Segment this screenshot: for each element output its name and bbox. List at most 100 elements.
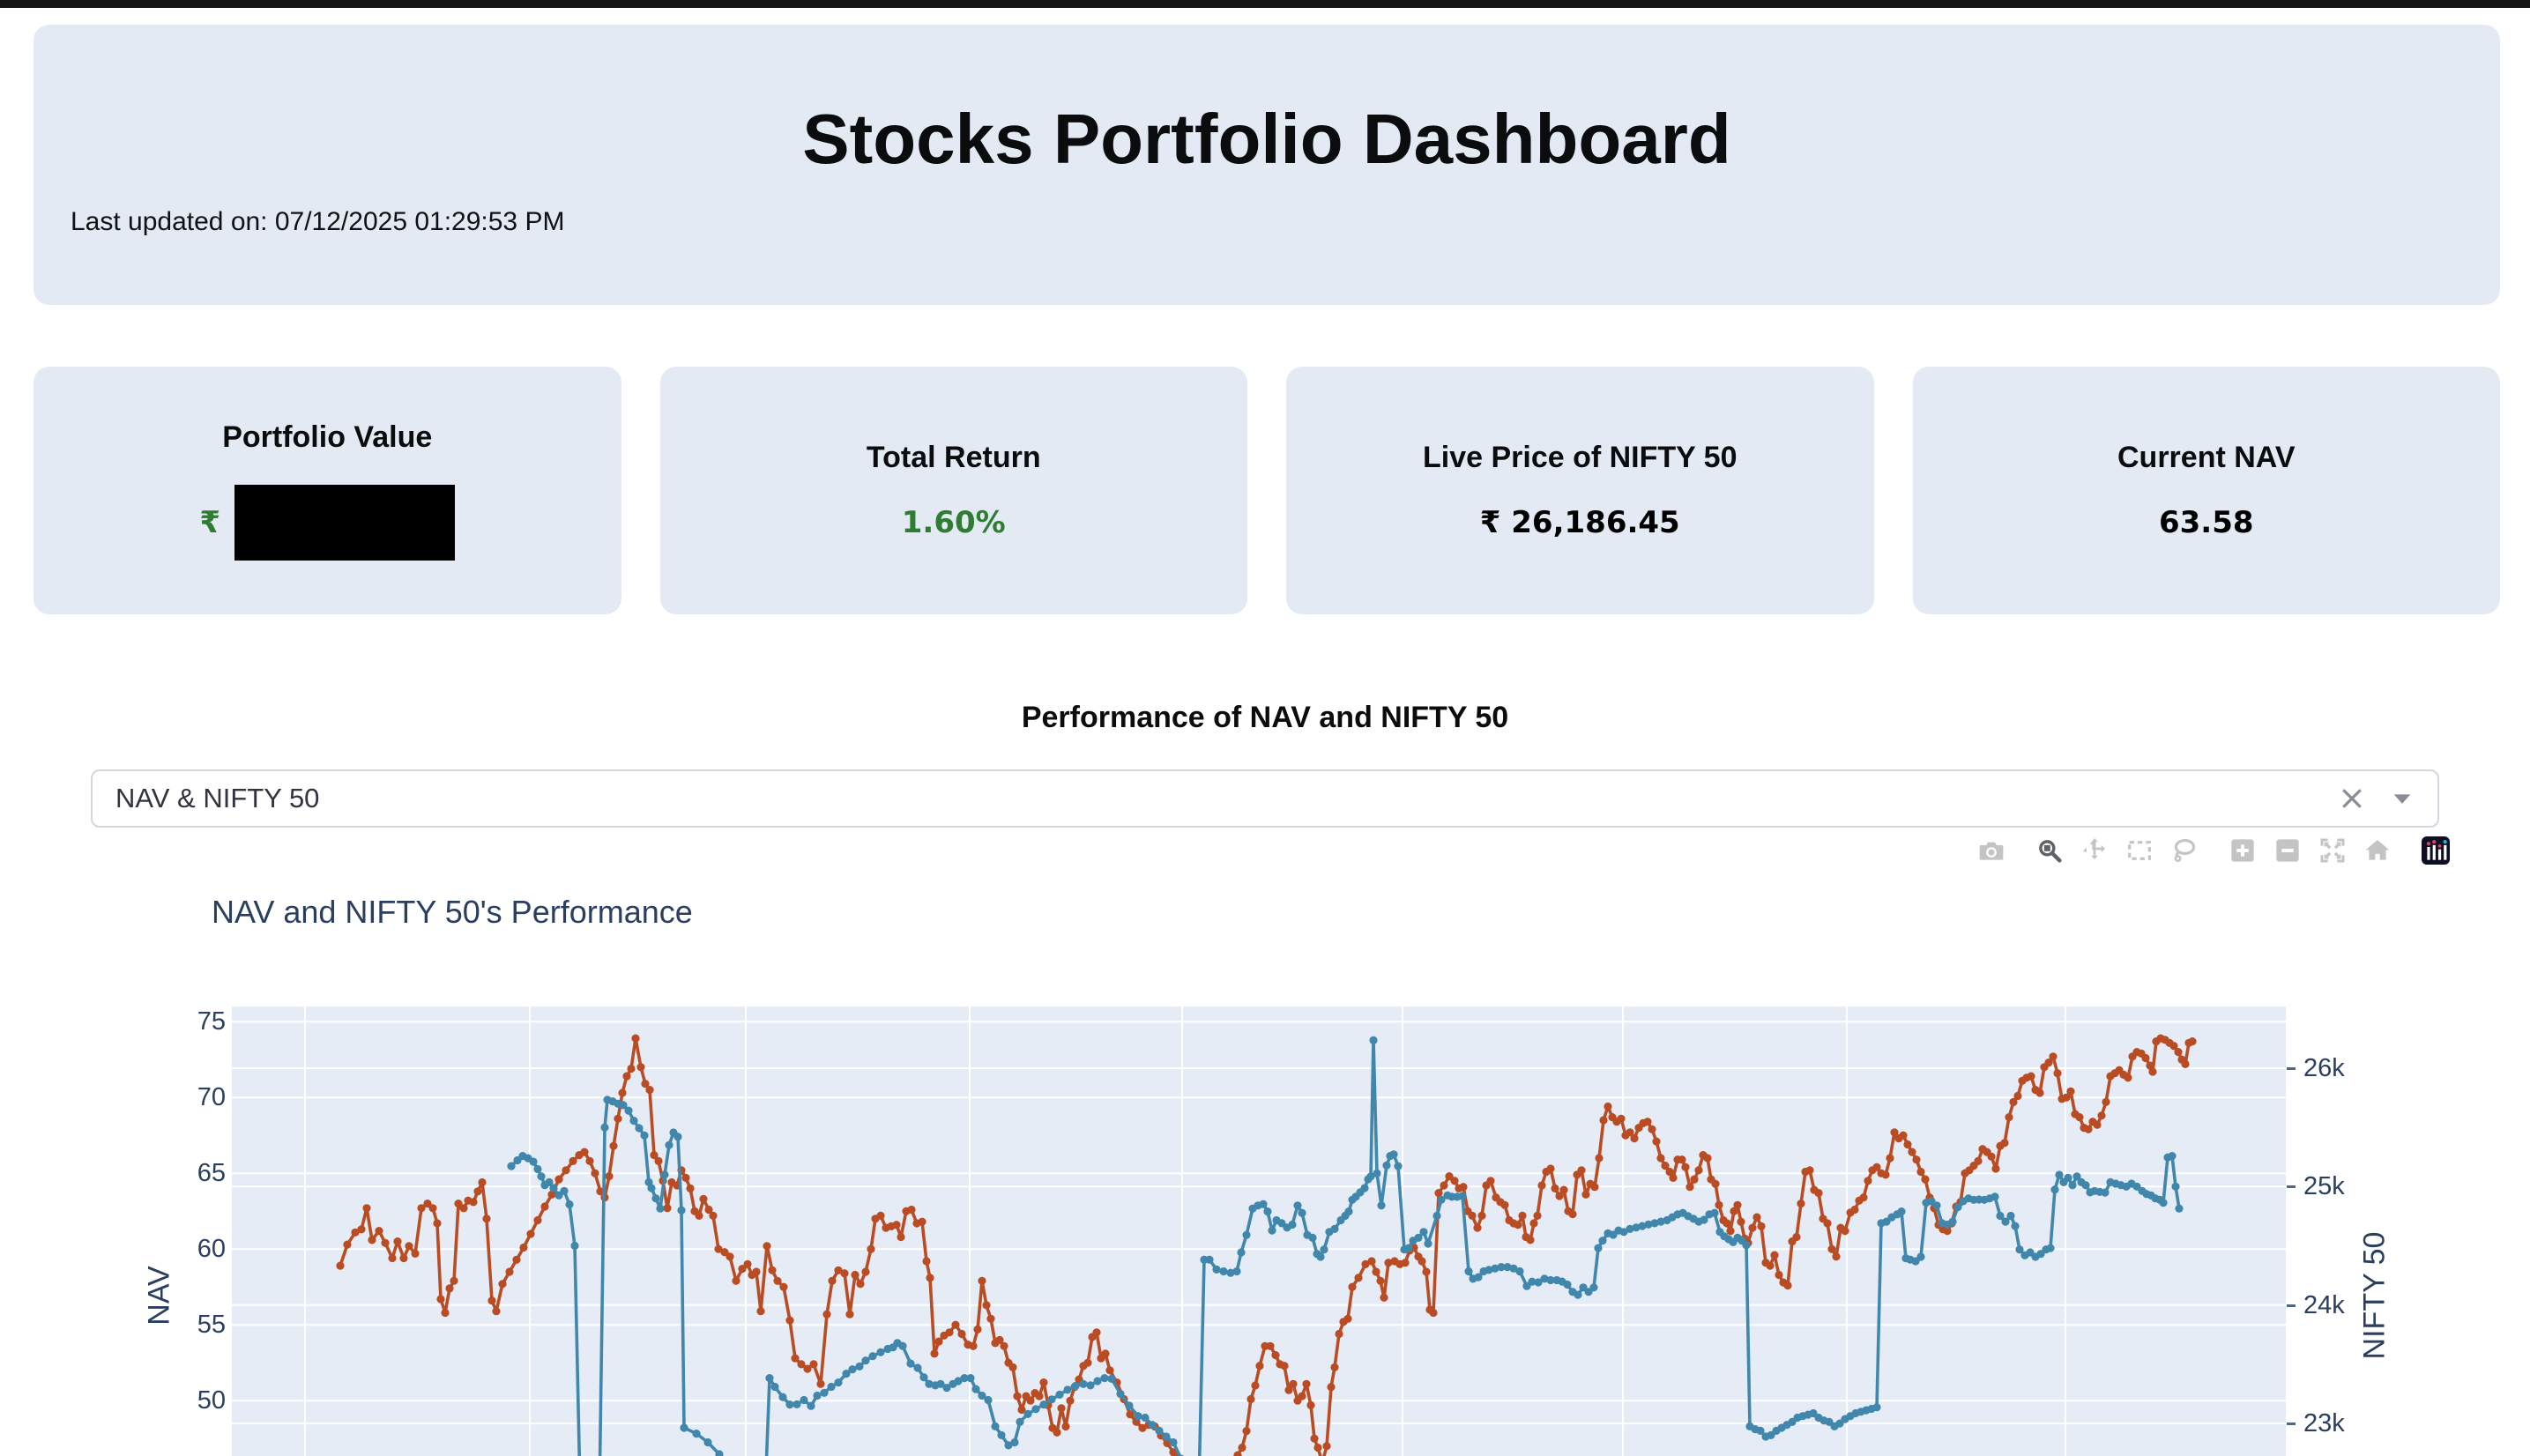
right-axis-title: NIFTY 50 [2357,1231,2392,1360]
data-point [585,1156,594,1165]
data-point [1757,1222,1766,1230]
data-point [614,1114,622,1123]
data-point [605,1172,614,1181]
data-point [1589,1283,1598,1292]
pan-icon[interactable] [2080,836,2109,865]
data-point [641,1080,650,1088]
rupee-symbol: ₹ [199,505,221,540]
data-point [459,1204,468,1213]
data-point [986,1314,995,1323]
data-point [1775,1270,1783,1280]
data-point [2055,1170,2064,1179]
data-point [1617,1114,1626,1123]
data-point [450,1276,458,1285]
data-point [357,1225,366,1234]
autoscale-icon[interactable] [2318,836,2347,865]
data-point [1458,1192,1467,1200]
clear-selection-icon[interactable] [2339,785,2365,812]
data-point [1652,1137,1661,1146]
data-point [1242,1427,1251,1436]
series-select[interactable]: NAV & NIFTY 50 [91,769,2439,828]
data-point [1322,1442,1331,1451]
data-point [1694,1166,1703,1175]
top-decoration-bar [0,0,2530,8]
plotly-logo-icon[interactable] [2422,836,2450,865]
data-point [1555,1192,1564,1200]
data-point [2188,1037,2197,1046]
data-point [680,1423,688,1432]
data-point [1700,1215,1708,1224]
data-point [1031,1405,1040,1414]
data-point [1063,1385,1072,1394]
zoom-out-icon[interactable] [2273,836,2302,865]
data-point [368,1236,376,1244]
data-point [1432,1211,1441,1221]
data-point [393,1237,402,1246]
data-point [2062,1093,2071,1102]
data-point [2027,1072,2035,1081]
data-point [834,1266,843,1274]
data-point [1361,1259,1370,1268]
y2-axis-tick-mark [2287,1185,2296,1189]
page-title: Stocks Portfolio Dashboard [802,100,1731,178]
metric-title: Current NAV [2117,441,2296,474]
data-point [1079,1379,1088,1388]
data-point [1306,1400,1315,1409]
zoom-in-icon[interactable] [2229,836,2257,865]
data-point [1598,1237,1607,1245]
lasso-icon[interactable] [2170,836,2199,865]
data-point [1737,1217,1745,1226]
metrics-row: Portfolio Value ₹ Total Return 1.60% Live Pr… [33,367,2500,614]
data-point [1991,1192,1999,1201]
data-point [1289,1379,1298,1388]
data-point [478,1177,487,1187]
data-point [1574,1290,1582,1299]
data-point [1429,1308,1438,1318]
data-point [876,1348,885,1356]
metric-title: Total Return [866,441,1041,474]
data-point [1518,1211,1527,1220]
data-point [768,1266,777,1274]
data-point [1335,1329,1343,1339]
data-point [665,1140,673,1149]
data-point [619,1101,628,1110]
data-point [1468,1211,1477,1220]
chevron-down-icon[interactable] [2390,786,2415,811]
data-point [1389,1150,1398,1159]
camera-icon[interactable] [1977,836,2005,865]
data-point [1540,1274,1549,1283]
data-point [2068,1181,2077,1190]
data-point [1105,1366,1114,1375]
data-point [1053,1428,1061,1437]
data-point [1648,1125,1656,1133]
data-point [1711,1179,1720,1188]
zoom-icon[interactable] [2035,836,2064,865]
data-point [756,1307,765,1316]
data-point [1055,1390,1064,1399]
metric-value: 1.60% [901,505,1006,540]
data-point [1107,1374,1116,1383]
data-point [1792,1232,1801,1242]
data-point [1372,1267,1380,1276]
reset-home-icon[interactable] [2363,836,2392,865]
data-point [1437,1195,1446,1204]
chart-plot-area[interactable] [232,1007,2286,1456]
data-point [922,1257,931,1266]
data-point [533,1215,542,1225]
data-point [820,1388,829,1397]
data-point [1477,1211,1486,1220]
data-point [343,1240,352,1249]
data-point [2169,1042,2178,1051]
box-select-icon[interactable] [2125,836,2154,865]
data-point [2035,1088,2044,1097]
data-point [868,1352,877,1361]
data-point [1327,1383,1336,1392]
data-point [2141,1053,2150,1063]
data-point [1974,1156,1983,1165]
data-point [1422,1267,1431,1276]
data-point [1155,1426,1164,1435]
data-point [1872,1163,1881,1171]
data-point [540,1202,549,1211]
y2-axis-tick-label: 26k [2303,1053,2345,1082]
data-point [1899,1131,1908,1140]
